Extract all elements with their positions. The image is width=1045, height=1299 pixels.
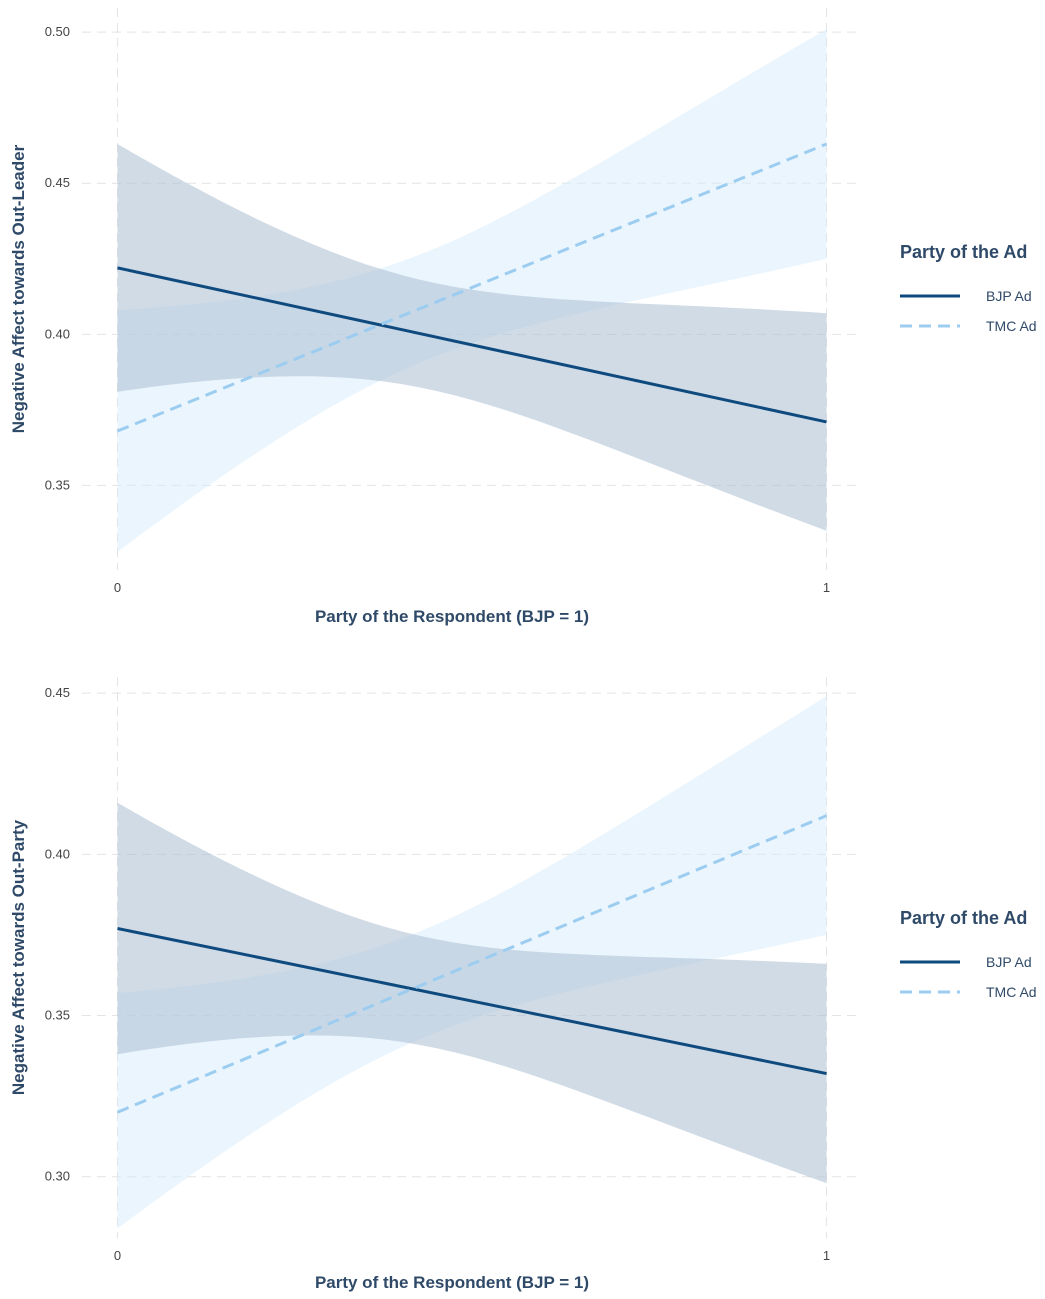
- series-line-tmc-ad: [116, 814, 828, 1114]
- x-tick-label: 0: [114, 580, 121, 595]
- x-axis-title: Party of the Respondent (BJP = 1): [315, 1273, 589, 1292]
- x-tick-label: 1: [823, 1248, 830, 1263]
- chart-panel-out-leader: 0.35 0.40 0.45 0.50 0 1 Party of the Responden…: [9, 8, 1037, 626]
- legend: Party of the Ad BJP Ad TMC Ad: [900, 908, 1037, 1000]
- series-line-tmc-ad: [116, 142, 828, 433]
- y-tick-label: 0.45: [45, 175, 70, 190]
- legend-title: Party of the Ad: [900, 242, 1027, 262]
- legend-title: Party of the Ad: [900, 908, 1027, 928]
- y-tick-label: 0.45: [45, 685, 70, 700]
- y-tick-label: 0.40: [45, 326, 70, 341]
- chart-panel-out-party: 0.30 0.35 0.40 0.45 0 1 Party of the Responden…: [9, 677, 1037, 1292]
- legend-label: BJP Ad: [986, 288, 1032, 304]
- y-tick-label: 0.30: [45, 1169, 70, 1184]
- series-line-bjp-ad: [117, 266, 827, 424]
- x-tick-label: 1: [823, 580, 830, 595]
- legend-label: TMC Ad: [986, 318, 1037, 334]
- legend: Party of the Ad BJP Ad TMC Ad: [900, 242, 1037, 334]
- y-tick-label: 0.50: [45, 24, 70, 39]
- legend-label: BJP Ad: [986, 954, 1032, 970]
- confidence-band-bjp-ad: [117, 144, 827, 531]
- x-tick-label: 0: [114, 1248, 121, 1263]
- legend-label: TMC Ad: [986, 984, 1037, 1000]
- y-tick-label: 0.35: [45, 477, 70, 492]
- y-tick-label: 0.35: [45, 1008, 70, 1023]
- y-axis-title: Negative Affect towards Out-Leader: [9, 144, 28, 433]
- y-axis-title: Negative Affect towards Out-Party: [9, 819, 28, 1095]
- confidence-band-bjp-ad: [117, 802, 827, 1184]
- y-tick-label: 0.40: [45, 846, 70, 861]
- series-line-bjp-ad: [117, 927, 827, 1076]
- x-axis-title: Party of the Respondent (BJP = 1): [315, 607, 589, 626]
